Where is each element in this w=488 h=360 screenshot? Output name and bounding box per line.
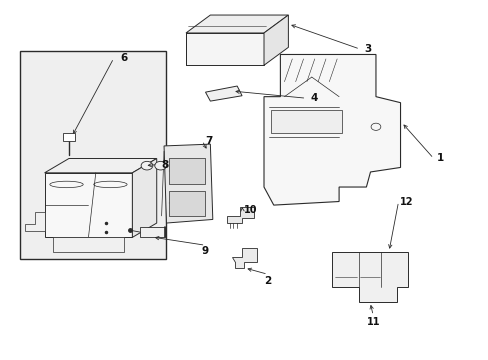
Polygon shape — [44, 173, 132, 237]
Bar — [168, 158, 205, 184]
Text: 7: 7 — [205, 136, 212, 145]
Polygon shape — [163, 144, 212, 223]
Circle shape — [155, 161, 166, 170]
Polygon shape — [44, 158, 157, 173]
Bar — [271, 110, 342, 133]
Polygon shape — [232, 248, 256, 268]
Polygon shape — [205, 86, 242, 101]
Polygon shape — [25, 212, 44, 231]
Text: 12: 12 — [399, 197, 412, 207]
Text: 5: 5 — [177, 168, 184, 178]
Bar — [168, 191, 205, 216]
Text: 3: 3 — [363, 44, 370, 54]
Text: 8: 8 — [161, 159, 168, 170]
Polygon shape — [264, 54, 400, 205]
Polygon shape — [227, 207, 254, 223]
Bar — [20, 51, 166, 259]
Polygon shape — [185, 15, 288, 33]
Bar — [63, 133, 75, 140]
Text: 6: 6 — [120, 53, 127, 63]
Text: 4: 4 — [310, 93, 317, 103]
Text: 9: 9 — [202, 246, 209, 256]
Circle shape — [141, 161, 153, 170]
Text: 10: 10 — [243, 206, 257, 216]
Text: 11: 11 — [366, 317, 379, 327]
Polygon shape — [132, 158, 157, 237]
Text: 2: 2 — [264, 276, 271, 286]
Polygon shape — [53, 237, 123, 252]
Text: 1: 1 — [436, 153, 444, 163]
Bar — [140, 227, 164, 237]
Polygon shape — [331, 252, 407, 302]
Polygon shape — [264, 15, 288, 65]
Polygon shape — [185, 33, 264, 65]
